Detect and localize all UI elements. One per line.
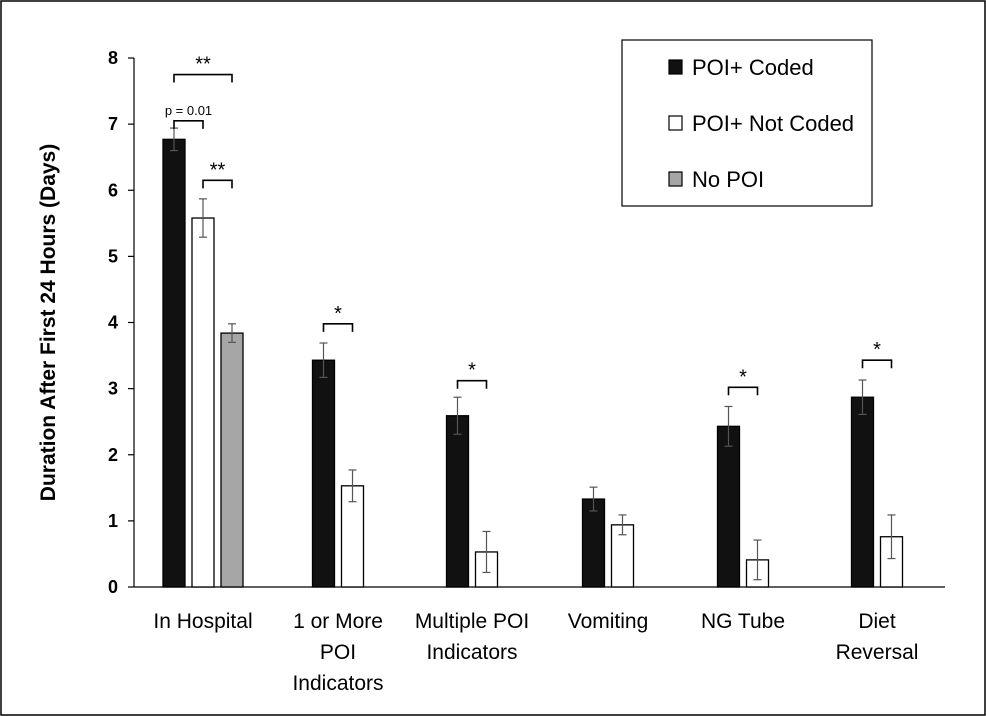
- legend-label: POI+ Coded: [692, 55, 814, 80]
- y-tick-label: 1: [108, 511, 118, 531]
- y-tick-label: 7: [108, 114, 118, 134]
- legend-label: POI+ Not Coded: [692, 111, 854, 136]
- y-tick-label: 6: [108, 180, 118, 200]
- significance-label: *: [334, 303, 342, 325]
- bar: [311, 359, 336, 588]
- bar: [581, 498, 606, 588]
- legend-swatch: [668, 115, 683, 131]
- bar: [850, 396, 875, 588]
- y-tick-label: 8: [108, 48, 118, 68]
- y-tick-label: 0: [108, 577, 118, 597]
- significance-label: p = 0.01: [165, 103, 212, 118]
- legend-label: No POI: [692, 167, 764, 192]
- significance-label: **: [210, 159, 226, 181]
- x-category-label: Multiple POI: [415, 610, 529, 633]
- x-category-label: 1 or More: [293, 610, 383, 633]
- significance-bracket: [173, 73, 233, 83]
- bar: [191, 217, 215, 588]
- x-category-label: Indicators: [426, 641, 517, 664]
- x-category-label: Reversal: [836, 641, 919, 664]
- legend-box: [621, 39, 873, 207]
- bar: [162, 138, 186, 588]
- bar: [220, 332, 244, 588]
- x-category-label: POI: [320, 641, 356, 664]
- x-category-label: Diet: [858, 610, 896, 633]
- x-category-label: In Hospital: [153, 610, 252, 633]
- significance-label: **: [195, 54, 211, 76]
- bar: [716, 425, 741, 588]
- significance-label: *: [873, 339, 881, 361]
- significance-bracket: [727, 386, 759, 396]
- significance-label: *: [468, 360, 476, 382]
- y-tick-label: 2: [108, 445, 118, 465]
- significance-bracket: [202, 179, 233, 189]
- x-category-label: NG Tube: [701, 610, 785, 633]
- y-tick-label: 3: [108, 379, 118, 399]
- significance-bracket: [173, 120, 204, 129]
- significance-label: *: [739, 366, 747, 388]
- x-category-label: Vomiting: [568, 610, 649, 633]
- y-tick-label: 5: [108, 246, 118, 266]
- legend-swatch: [668, 59, 683, 75]
- y-axis-label: Duration After First 24 Hours (Days): [37, 144, 60, 501]
- x-category-label: Indicators: [292, 672, 383, 695]
- significance-bracket: [861, 359, 893, 369]
- bar: [445, 415, 470, 588]
- y-tick-label: 4: [108, 313, 118, 333]
- significance-bracket: [322, 323, 354, 332]
- significance-bracket: [456, 379, 488, 389]
- legend-swatch: [668, 171, 683, 187]
